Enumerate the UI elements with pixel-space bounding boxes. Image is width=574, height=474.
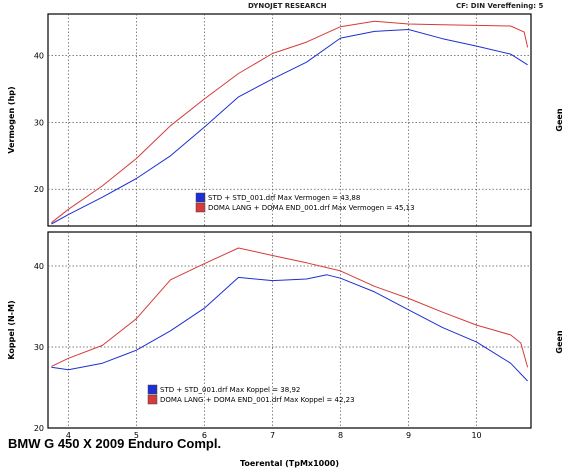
- power-legend-swatch-doma: [195, 202, 206, 213]
- torque-series-doma-line: [51, 247, 529, 368]
- torque-plot-frame: [47, 231, 532, 429]
- power-legend-entry: DOMA LANG + DOMA END_001.drf Max Vermoge…: [208, 204, 415, 212]
- power-y-tick-label: 20: [34, 185, 44, 194]
- x-tick-label: 8: [338, 431, 343, 440]
- chart-header-title: DYNOJET RESEARCH: [248, 2, 327, 10]
- torque-legend-entry: STD + STD_001.drf Max Koppel = 38,92: [160, 386, 300, 394]
- power-series-doma-line: [51, 20, 529, 224]
- x-tick-label: 7: [270, 431, 275, 440]
- torque-y-tick-label: 20: [34, 424, 44, 433]
- torque-y-axis-label: Koppel (N-M): [7, 300, 16, 359]
- torque-legend-swatch-doma: [147, 394, 158, 405]
- chart-header-correction: CF: DIN Vereffening: 5: [456, 2, 544, 10]
- x-tick-label: 5: [134, 431, 139, 440]
- power-legend-swatch-std: [195, 192, 206, 203]
- x-tick-label: 4: [66, 431, 71, 440]
- power-series-std-line: [51, 29, 528, 225]
- power-y-tick-label: 30: [34, 118, 44, 127]
- power-legend-entry: STD + STD_001.drf Max Vermogen = 43,88: [208, 194, 360, 202]
- torque-y-tick-label: 40: [34, 262, 44, 271]
- power-y-axis-label: Vermogen (hp): [7, 86, 16, 153]
- torque-right-label: Geen: [555, 330, 564, 353]
- chart-caption: BMW G 450 X 2009 Enduro Compl.: [8, 436, 222, 451]
- torque-legend-swatch-std: [147, 384, 158, 395]
- x-axis-label: Toerental (TpMx1000): [240, 459, 339, 468]
- power-plot-frame: [47, 13, 532, 227]
- x-tick-label: 9: [406, 431, 411, 440]
- torque-series-std-line: [51, 274, 528, 382]
- torque-legend-entry: DOMA LANG + DOMA END_001.drf Max Koppel …: [160, 396, 355, 404]
- power-y-tick-label: 40: [34, 51, 44, 60]
- x-tick-label: 10: [471, 431, 481, 440]
- power-right-label: Geen: [555, 108, 564, 131]
- x-tick-label: 6: [202, 431, 207, 440]
- torque-y-tick-label: 30: [34, 343, 44, 352]
